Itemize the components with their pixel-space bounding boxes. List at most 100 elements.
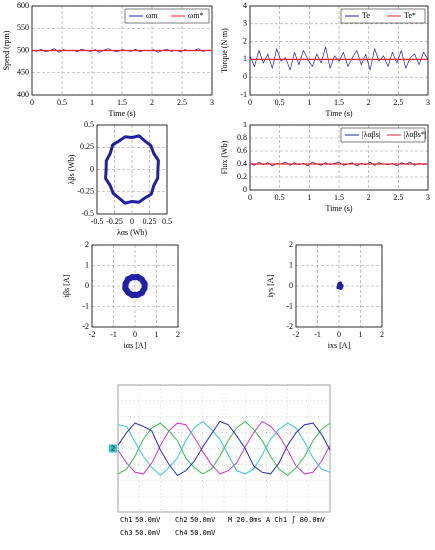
y-tick-label: 1 <box>243 120 247 129</box>
y-tick-label: 0 <box>243 185 247 194</box>
x-axis-label: ixs [A] <box>328 341 351 350</box>
legend-label: ωm <box>146 11 158 20</box>
channel-scale: 50.0mV <box>190 516 216 524</box>
plot-frame <box>96 124 168 215</box>
x-tick-label: -1 <box>314 330 321 339</box>
x-axis-label: Time (s) <box>325 109 352 118</box>
channel-name: Ch2 <box>175 516 188 524</box>
x-tick-label: 1.5 <box>334 193 344 202</box>
scope-trace <box>117 420 331 477</box>
x-tick-label: 2 <box>150 98 154 107</box>
scope-trace <box>117 420 331 477</box>
x-tick-label: 0.5 <box>275 98 285 107</box>
x-tick-label: 1 <box>307 98 311 107</box>
channel-marker: 2 <box>111 445 115 453</box>
x-axis-label: λαs (Wb) <box>117 228 147 237</box>
y-tick-label: -0.25 <box>77 187 94 196</box>
y-tick-label: 0 <box>289 281 293 290</box>
y-tick-label: 0.2 <box>237 172 247 181</box>
x-tick-label: 0 <box>248 98 252 107</box>
y-tick-label: 2 <box>243 36 247 45</box>
data-line <box>122 273 148 299</box>
plot-frame <box>91 244 179 328</box>
legend-label: ωm* <box>188 11 204 20</box>
x-tick-label: 3 <box>210 98 214 107</box>
y-tick-label: 0 <box>85 281 89 290</box>
legend-box <box>340 127 426 143</box>
channel-scale: 50.0mV <box>135 529 161 537</box>
y-axis-label: Flux (Wb) <box>220 140 229 174</box>
channel-scale: 50.0mV <box>135 516 161 524</box>
x-tick-label: 1 <box>359 330 363 339</box>
x-tick-label: 3 <box>426 98 430 107</box>
plot-frame <box>249 5 429 96</box>
y-tick-label: 4 <box>243 1 247 10</box>
x-tick-label: 0 <box>133 330 137 339</box>
x-tick-label: 0 <box>30 98 34 107</box>
y-tick-label: 0.4 <box>237 159 247 168</box>
x-axis-label: iαs [A] <box>124 341 147 350</box>
y-tick-label: -1 <box>286 301 293 310</box>
x-tick-label: 2.5 <box>393 193 403 202</box>
y-tick-label: -1 <box>240 90 247 99</box>
x-tick-label: -2 <box>293 330 300 339</box>
x-tick-label: -2 <box>89 330 96 339</box>
x-tick-label: 1 <box>307 193 311 202</box>
y-tick-label: 450 <box>17 68 29 77</box>
data-line <box>336 281 344 290</box>
y-tick-label: 0 <box>243 72 247 81</box>
x-tick-label: 3 <box>426 193 430 202</box>
channel-name: Ch4 <box>175 529 188 537</box>
x-tick-label: 1 <box>155 330 159 339</box>
y-tick-label: 600 <box>17 1 29 10</box>
channel-name: Ch3 <box>120 529 133 537</box>
y-tick-label: 3 <box>243 19 247 28</box>
plot-frame <box>249 124 429 191</box>
x-tick-label: 0.5 <box>57 98 67 107</box>
y-tick-label: 1 <box>243 54 247 63</box>
y-axis-label: Speed (rpm) <box>2 30 11 70</box>
x-tick-label: 1 <box>90 98 94 107</box>
y-tick-label: -2 <box>286 322 293 331</box>
x-tick-label: 1.5 <box>117 98 127 107</box>
x-tick-label: -0.5 <box>91 217 104 226</box>
x-tick-label: 2 <box>367 98 371 107</box>
y-tick-label: 400 <box>17 90 29 99</box>
y-tick-label: -1 <box>82 301 89 310</box>
legend-label: Te <box>362 11 370 20</box>
timebase: M 20.0ms <box>228 516 262 524</box>
legend-box <box>340 8 426 24</box>
y-axis-label: iβs [A] <box>62 274 71 297</box>
x-tick-label: 0 <box>130 217 134 226</box>
channel-marker-box <box>109 444 117 453</box>
x-axis-label: Time (s) <box>325 204 352 213</box>
y-tick-label: 0.8 <box>237 133 247 142</box>
x-tick-label: 2 <box>367 193 371 202</box>
y-tick-label: 1 <box>289 260 293 269</box>
x-axis-label: Time (s) <box>108 109 135 118</box>
trigger: A Ch1 ∫ 80.0mV <box>266 515 326 524</box>
x-tick-label: 0.25 <box>143 217 157 226</box>
x-tick-label: 0.5 <box>162 217 172 226</box>
channel-name: Ch1 <box>120 516 133 524</box>
plot-frame <box>295 244 383 328</box>
y-tick-label: 550 <box>17 23 29 32</box>
y-tick-label: 500 <box>17 45 29 54</box>
x-tick-label: 1.5 <box>334 98 344 107</box>
y-axis-label: iys [A] <box>266 274 275 297</box>
y-axis-label: λβs (Wb) <box>67 154 76 184</box>
legend-label: Te* <box>404 11 416 20</box>
x-tick-label: 2 <box>176 330 180 339</box>
y-tick-label: -2 <box>82 322 89 331</box>
x-tick-label: -0.25 <box>106 217 123 226</box>
x-tick-label: 0.5 <box>275 193 285 202</box>
scope-trace <box>117 420 331 475</box>
y-tick-label: 2 <box>289 240 293 249</box>
y-tick-label: -0.5 <box>81 209 94 218</box>
y-tick-label: 0 <box>90 164 94 173</box>
legend-box <box>124 8 210 24</box>
scope-trace <box>117 420 331 477</box>
x-tick-label: -1 <box>110 330 117 339</box>
x-tick-label: 0 <box>248 193 252 202</box>
